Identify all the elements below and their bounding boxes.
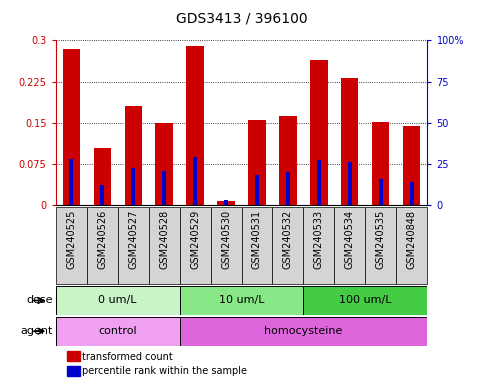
Bar	[379, 179, 383, 205]
Bar	[117, 207, 149, 284]
Bar	[248, 120, 266, 205]
Text: GSM240534: GSM240534	[345, 210, 355, 269]
Text: transformed count: transformed count	[82, 352, 173, 362]
Bar	[56, 317, 180, 346]
Text: 100 um/L: 100 um/L	[339, 295, 392, 306]
Bar	[366, 207, 397, 284]
Bar	[162, 171, 166, 205]
Bar	[217, 201, 235, 205]
Bar	[67, 366, 80, 376]
Text: GSM240532: GSM240532	[283, 210, 293, 269]
Bar	[255, 175, 259, 205]
Text: agent: agent	[21, 326, 53, 336]
Text: GSM240530: GSM240530	[221, 210, 231, 269]
Bar	[334, 207, 366, 284]
Bar	[180, 207, 211, 284]
Bar	[131, 168, 135, 205]
Bar	[211, 207, 242, 284]
Text: 0 um/L: 0 um/L	[98, 295, 137, 306]
Bar	[410, 182, 414, 205]
Bar	[348, 162, 352, 205]
Text: homocysteine: homocysteine	[264, 326, 342, 336]
Bar	[303, 286, 427, 315]
Text: GSM240527: GSM240527	[128, 210, 138, 269]
Bar	[56, 286, 180, 315]
Bar	[224, 200, 228, 205]
Bar	[397, 207, 427, 284]
Text: GSM240535: GSM240535	[376, 210, 386, 269]
Bar	[311, 60, 327, 205]
Bar	[180, 286, 303, 315]
Bar	[149, 207, 180, 284]
Bar	[94, 148, 111, 205]
Text: control: control	[98, 326, 137, 336]
Bar	[317, 160, 321, 205]
Bar	[242, 207, 272, 284]
Text: dose: dose	[27, 295, 53, 306]
Bar	[69, 159, 73, 205]
Bar	[193, 157, 197, 205]
Bar	[280, 116, 297, 205]
Bar	[56, 207, 86, 284]
Bar	[286, 172, 290, 205]
Bar	[180, 317, 427, 346]
Bar	[372, 122, 389, 205]
Bar	[403, 126, 421, 205]
Text: percentile rank within the sample: percentile rank within the sample	[82, 366, 247, 376]
Bar	[272, 207, 303, 284]
Bar	[86, 207, 117, 284]
Bar	[125, 106, 142, 205]
Text: GSM240533: GSM240533	[314, 210, 324, 269]
Text: GSM240525: GSM240525	[66, 210, 76, 269]
Text: GSM240526: GSM240526	[97, 210, 107, 269]
Text: GSM240848: GSM240848	[407, 210, 417, 269]
Bar	[186, 46, 203, 205]
Text: GSM240529: GSM240529	[190, 210, 200, 269]
Text: GSM240531: GSM240531	[252, 210, 262, 269]
Bar	[62, 49, 80, 205]
Bar	[341, 78, 358, 205]
Bar	[303, 207, 334, 284]
Text: 10 um/L: 10 um/L	[219, 295, 264, 306]
Text: GDS3413 / 396100: GDS3413 / 396100	[176, 12, 307, 25]
Bar	[67, 351, 80, 361]
Bar	[156, 123, 172, 205]
Bar	[100, 185, 104, 205]
Text: GSM240528: GSM240528	[159, 210, 169, 269]
